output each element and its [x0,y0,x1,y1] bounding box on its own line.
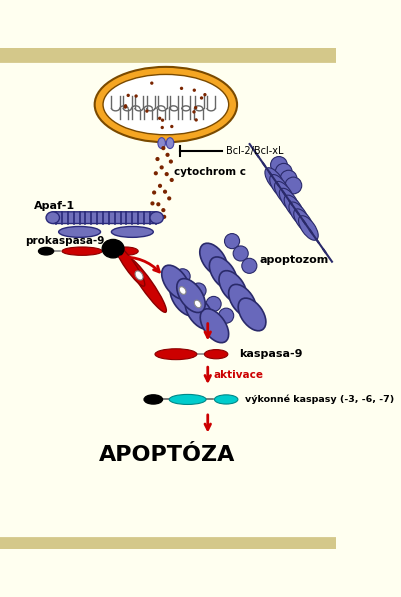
Ellipse shape [124,104,127,107]
Ellipse shape [150,212,163,223]
Ellipse shape [170,125,174,128]
Ellipse shape [161,119,164,122]
Ellipse shape [46,212,59,223]
Ellipse shape [59,226,101,238]
Ellipse shape [169,395,206,404]
Ellipse shape [169,159,173,164]
Ellipse shape [284,195,304,220]
Ellipse shape [279,188,299,213]
Ellipse shape [175,269,190,284]
Ellipse shape [238,298,266,331]
Text: prokaspasa-9: prokaspasa-9 [25,236,105,246]
Ellipse shape [219,270,247,303]
Ellipse shape [115,245,145,286]
Ellipse shape [144,395,162,404]
Ellipse shape [299,216,318,240]
Ellipse shape [209,257,237,290]
Ellipse shape [185,296,214,330]
Ellipse shape [160,165,164,170]
Ellipse shape [271,156,288,173]
Ellipse shape [229,284,256,317]
Text: Apaf-1: Apaf-1 [34,201,75,211]
Ellipse shape [265,168,285,192]
Ellipse shape [154,171,158,176]
Ellipse shape [179,287,186,294]
Ellipse shape [203,93,207,96]
Ellipse shape [103,75,229,135]
Ellipse shape [163,190,167,194]
Ellipse shape [170,178,174,182]
Ellipse shape [233,246,248,261]
Ellipse shape [95,67,237,142]
Ellipse shape [166,138,174,149]
Ellipse shape [170,282,198,316]
Ellipse shape [150,81,154,85]
Ellipse shape [161,208,166,212]
Ellipse shape [156,157,160,161]
Ellipse shape [194,106,197,109]
Text: Bcl-2/Bcl-xL: Bcl-2/Bcl-xL [226,146,284,156]
Ellipse shape [127,94,130,97]
Ellipse shape [242,259,257,273]
Ellipse shape [200,96,203,100]
Ellipse shape [192,88,196,92]
Ellipse shape [200,243,227,276]
Ellipse shape [124,106,127,109]
Ellipse shape [275,164,292,180]
Ellipse shape [194,300,201,308]
Ellipse shape [205,350,228,359]
Text: aktivace: aktivace [214,370,263,380]
Ellipse shape [270,174,290,199]
FancyBboxPatch shape [53,212,157,223]
Ellipse shape [160,126,164,129]
Ellipse shape [111,226,153,238]
Ellipse shape [180,87,183,90]
Ellipse shape [200,309,229,343]
Ellipse shape [162,215,166,219]
Ellipse shape [152,190,156,195]
Ellipse shape [206,296,221,312]
Text: APOPTÓZA: APOPTÓZA [99,445,236,464]
Ellipse shape [134,94,138,98]
Ellipse shape [192,110,196,113]
Ellipse shape [219,308,234,323]
Ellipse shape [194,118,198,122]
Ellipse shape [145,109,148,113]
Ellipse shape [294,209,314,233]
Bar [0,48,336,61]
Ellipse shape [162,265,190,299]
Ellipse shape [102,239,124,258]
Ellipse shape [62,247,102,256]
Ellipse shape [280,170,297,187]
Ellipse shape [215,395,238,404]
Bar [0,538,336,549]
Ellipse shape [289,202,309,226]
Ellipse shape [38,247,54,255]
Ellipse shape [225,233,239,249]
Ellipse shape [155,349,197,359]
Text: kaspasa-9: kaspasa-9 [239,349,302,359]
Ellipse shape [161,146,166,150]
Ellipse shape [285,177,302,194]
Ellipse shape [127,257,166,312]
Ellipse shape [166,153,170,157]
Ellipse shape [113,247,138,256]
Ellipse shape [135,271,143,280]
Text: výkonné kaspasy (-3, -6, -7): výkonné kaspasy (-3, -6, -7) [245,395,395,404]
Ellipse shape [191,283,206,298]
Ellipse shape [158,116,161,120]
Ellipse shape [156,202,160,207]
Ellipse shape [167,196,171,201]
Ellipse shape [177,279,205,313]
Ellipse shape [150,201,154,205]
Ellipse shape [164,172,169,176]
Ellipse shape [275,181,294,206]
Ellipse shape [158,184,162,188]
Text: cytochrom c: cytochrom c [174,167,246,177]
Ellipse shape [158,138,166,149]
Text: apoptozom: apoptozom [260,254,329,264]
